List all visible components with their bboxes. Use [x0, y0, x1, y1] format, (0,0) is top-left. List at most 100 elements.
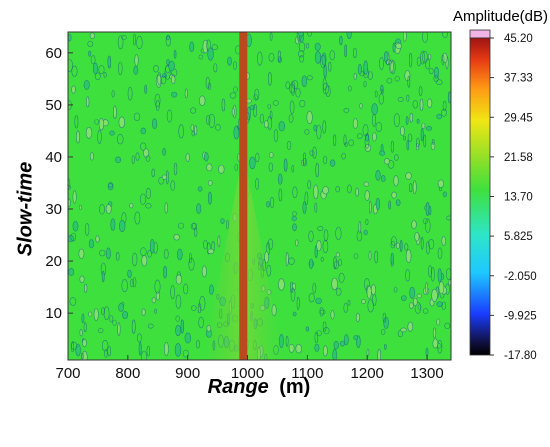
- noise-speckle: [285, 335, 289, 347]
- noise-speckle: [98, 117, 104, 131]
- noise-speckle: [161, 73, 168, 78]
- noise-speckle: [441, 54, 445, 66]
- noise-speckle: [407, 321, 414, 332]
- noise-speckle: [363, 80, 367, 88]
- noise-speckle: [367, 299, 374, 313]
- noise-speckle: [440, 109, 447, 117]
- noise-speckle: [188, 253, 192, 264]
- noise-speckle: [194, 227, 198, 238]
- noise-speckle: [355, 187, 359, 197]
- noise-speckle: [131, 155, 135, 164]
- x-tick-label: 1300: [410, 365, 443, 382]
- noise-speckle: [130, 279, 134, 288]
- noise-speckle: [173, 49, 177, 59]
- noise-speckle: [390, 60, 396, 75]
- noise-speckle: [147, 323, 154, 329]
- x-tick-label: 700: [55, 365, 80, 382]
- colorbar-tick-label: 21.58: [504, 152, 533, 164]
- noise-speckle: [75, 343, 81, 357]
- noise-speckle: [118, 61, 123, 76]
- noise-speckle: [405, 249, 412, 263]
- noise-speckle: [151, 168, 155, 178]
- noise-speckle: [427, 98, 433, 108]
- noise-speckle: [307, 32, 312, 37]
- noise-speckle: [121, 35, 127, 40]
- noise-speckle: [173, 162, 178, 176]
- noise-speckle: [229, 92, 237, 99]
- noise-speckle: [81, 313, 85, 324]
- noise-speckle: [308, 258, 314, 269]
- noise-speckle: [395, 42, 402, 49]
- noise-speckle: [138, 341, 142, 356]
- noise-speckle: [431, 288, 438, 303]
- colorbar-overflow-swatch: [469, 29, 491, 39]
- noise-speckle: [441, 301, 447, 310]
- noise-speckle: [191, 305, 197, 311]
- noise-speckle: [420, 50, 425, 65]
- noise-speckle: [313, 184, 319, 200]
- noise-speckle: [382, 312, 387, 323]
- y-tick-label: 40: [45, 149, 62, 166]
- noise-speckle: [409, 183, 413, 193]
- noise-speckle: [289, 83, 295, 94]
- noise-speckle: [447, 91, 451, 104]
- noise-speckle: [333, 134, 337, 147]
- noise-speckle: [379, 57, 384, 70]
- noise-speckle: [174, 343, 182, 357]
- noise-speckle: [109, 130, 115, 136]
- noise-speckle: [68, 185, 72, 190]
- x-tick-label: 1100: [291, 365, 323, 382]
- noise-speckle: [71, 85, 76, 94]
- noise-speckle: [400, 327, 407, 333]
- noise-speckle: [393, 154, 399, 161]
- noise-speckle: [446, 215, 451, 221]
- noise-speckle: [198, 54, 204, 60]
- noise-speckle: [170, 285, 175, 300]
- noise-speckle: [383, 51, 389, 63]
- noise-speckle: [165, 35, 171, 47]
- noise-speckle: [190, 222, 197, 230]
- noise-speckle: [144, 84, 148, 94]
- noise-speckle: [315, 297, 322, 305]
- noise-speckle: [135, 152, 140, 161]
- noise-speckle: [95, 235, 100, 243]
- noise-speckle: [422, 32, 428, 43]
- noise-speckle: [358, 220, 362, 234]
- noise-speckle: [297, 32, 304, 37]
- noise-speckle: [153, 64, 159, 73]
- noise-speckle: [201, 265, 207, 278]
- noise-speckle: [432, 338, 439, 349]
- noise-speckle: [127, 86, 133, 101]
- noise-speckle: [388, 200, 391, 210]
- noise-speckle: [343, 334, 349, 346]
- noise-speckle: [406, 94, 410, 102]
- noise-speckle: [197, 186, 203, 192]
- noise-speckle: [139, 193, 147, 205]
- noise-speckle: [106, 247, 111, 260]
- colorbar-tick-label: -9.925: [504, 310, 537, 322]
- noise-speckle: [268, 52, 275, 62]
- noise-speckle: [185, 153, 190, 162]
- noise-speckle: [115, 252, 120, 261]
- noise-speckle: [363, 60, 369, 75]
- noise-speckle: [420, 128, 424, 142]
- noise-speckle: [296, 296, 300, 310]
- noise-speckle: [292, 211, 297, 217]
- noise-speckle: [344, 44, 348, 58]
- noise-speckle: [269, 110, 273, 120]
- colorbar-title: Amplitude(dB): [453, 8, 548, 25]
- x-axis-label: Range (m): [208, 376, 311, 398]
- noise-speckle: [390, 252, 394, 265]
- y-tick-label: 20: [45, 253, 62, 270]
- noise-speckle: [383, 343, 387, 350]
- noise-speckle: [136, 333, 142, 343]
- noise-speckle: [140, 142, 147, 151]
- noise-speckle: [103, 72, 107, 78]
- noise-speckle: [288, 257, 295, 265]
- noise-speckle: [268, 162, 274, 172]
- plot-area: [67, 31, 452, 361]
- noise-speckle: [323, 155, 328, 164]
- noise-speckle: [425, 202, 430, 217]
- noise-speckle: [182, 349, 189, 358]
- noise-speckle: [107, 346, 111, 357]
